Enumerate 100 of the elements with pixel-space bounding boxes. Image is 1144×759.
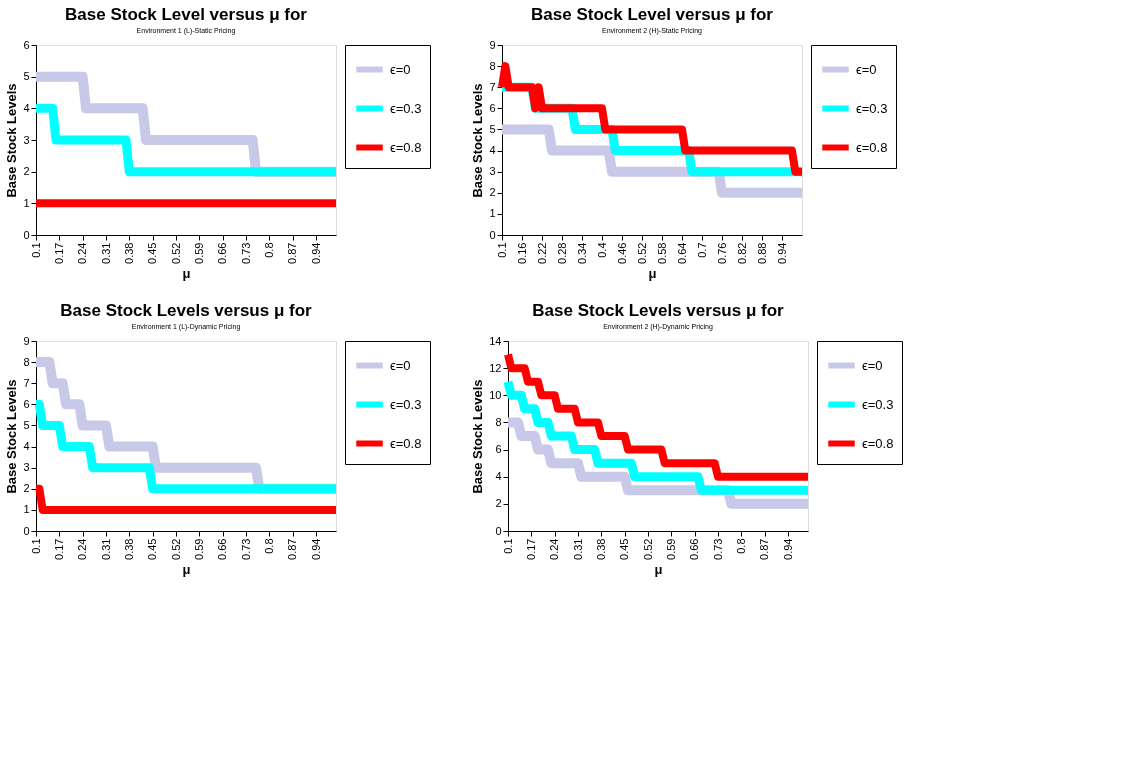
x-tick-label: 0.66 — [216, 242, 229, 264]
legend-label: ϵ=0 — [390, 357, 411, 373]
x-axis-title: μ — [648, 265, 657, 281]
y-tick-label: 4 — [23, 101, 30, 114]
x-tick-label: 0.94 — [781, 538, 794, 560]
y-tick-label: 0 — [489, 228, 496, 241]
x-tick-label: 0.94 — [309, 538, 322, 560]
x-tick-label: 0.82 — [735, 242, 748, 264]
y-tick-label: 6 — [23, 397, 30, 410]
legend-label: ϵ=0.3 — [862, 396, 894, 412]
y-tick-label: 12 — [489, 361, 502, 374]
x-tick-label: 0.45 — [146, 538, 159, 560]
x-tick-label: 0.38 — [122, 538, 135, 560]
x-tick-label: 0.87 — [286, 538, 299, 560]
y-tick-label: 3 — [23, 461, 30, 474]
chart-title: Base Stock Levels versus μ for — [60, 301, 313, 320]
x-tick-label: 0.8 — [734, 538, 747, 554]
x-tick-label: 0.31 — [99, 538, 112, 560]
x-tick-label: 0.1 — [29, 242, 42, 258]
x-tick-label: 0.31 — [571, 538, 584, 560]
y-tick-label: 3 — [489, 165, 496, 178]
x-tick-label: 0.17 — [52, 242, 65, 264]
x-tick-label: 0.16 — [515, 242, 528, 264]
chart-title: Base Stock Level versus μ for — [65, 5, 308, 24]
chart-title: Base Stock Levels versus μ for — [532, 301, 785, 320]
x-tick-label: 0.4 — [595, 242, 608, 258]
x-tick-label: 0.45 — [146, 242, 159, 264]
y-tick-label: 7 — [489, 80, 496, 93]
legend-label: ϵ=0.8 — [862, 435, 894, 451]
y-tick-label: 3 — [23, 133, 30, 146]
y-tick-label: 5 — [489, 122, 496, 135]
y-tick-label: 2 — [489, 186, 496, 199]
x-tick-label: 0.59 — [192, 242, 205, 264]
y-tick-label: 0 — [23, 228, 30, 241]
x-axis-title: μ — [182, 561, 191, 577]
x-tick-label: 0.52 — [641, 538, 654, 560]
y-tick-label: 2 — [23, 165, 30, 178]
legend-label: ϵ=0.8 — [390, 435, 422, 451]
x-axis-title: μ — [654, 561, 663, 577]
x-tick-label: 0.24 — [76, 538, 89, 560]
y-axis-title: Base Stock Levels — [470, 379, 486, 494]
y-tick-label: 8 — [489, 59, 496, 72]
legend-label: ϵ=0.3 — [390, 396, 422, 412]
x-tick-label: 0.59 — [192, 538, 205, 560]
x-tick-label: 0.76 — [715, 242, 728, 264]
y-tick-label: 7 — [23, 376, 30, 389]
legend-label: ϵ=0 — [862, 357, 883, 373]
x-tick-label: 0.87 — [758, 538, 771, 560]
y-tick-label: 1 — [489, 207, 496, 220]
legend-label: ϵ=0.8 — [856, 139, 888, 155]
y-tick-label: 4 — [495, 470, 502, 483]
legend-label: ϵ=0 — [390, 61, 411, 77]
y-tick-label: 10 — [489, 388, 502, 401]
x-tick-label: 0.8 — [262, 538, 275, 554]
x-tick-label: 0.64 — [675, 242, 688, 264]
x-tick-label: 0.38 — [122, 242, 135, 264]
x-tick-label: 0.31 — [99, 242, 112, 264]
x-tick-label: 0.1 — [29, 538, 42, 554]
y-tick-label: 14 — [489, 334, 502, 347]
y-tick-label: 4 — [489, 144, 496, 157]
y-axis-title: Base Stock Levels — [470, 83, 486, 198]
legend-label: ϵ=0.3 — [856, 100, 888, 116]
y-axis-title: Base Stock Levels — [4, 83, 20, 198]
y-tick-label: 0 — [495, 524, 502, 537]
y-tick-label: 6 — [23, 38, 30, 51]
x-tick-label: 0.59 — [664, 538, 677, 560]
x-tick-label: 0.1 — [501, 538, 514, 554]
y-tick-label: 1 — [23, 196, 30, 209]
y-tick-label: 2 — [23, 482, 30, 495]
y-tick-label: 8 — [495, 415, 502, 428]
legend-label: ϵ=0.8 — [390, 139, 422, 155]
y-tick-label: 2 — [495, 497, 502, 510]
x-tick-label: 0.73 — [239, 242, 252, 264]
legend-label: ϵ=0 — [856, 61, 877, 77]
x-tick-label: 0.22 — [535, 242, 548, 264]
y-tick-label: 5 — [23, 418, 30, 431]
x-tick-label: 0.34 — [575, 242, 588, 264]
x-tick-label: 0.24 — [76, 242, 89, 264]
chart-title: Base Stock Level versus μ for — [531, 5, 774, 24]
y-tick-label: 0 — [23, 524, 30, 537]
y-tick-label: 9 — [23, 334, 30, 347]
x-tick-label: 0.66 — [216, 538, 229, 560]
x-tick-label: 0.73 — [711, 538, 724, 560]
x-tick-label: 0.52 — [635, 242, 648, 264]
x-tick-label: 0.46 — [615, 242, 628, 264]
legend-label: ϵ=0.3 — [390, 100, 422, 116]
x-tick-label: 0.73 — [239, 538, 252, 560]
x-tick-label: 0.45 — [618, 538, 631, 560]
x-tick-label: 0.17 — [52, 538, 65, 560]
y-tick-label: 9 — [489, 38, 496, 51]
x-tick-label: 0.1 — [495, 242, 508, 258]
x-tick-label: 0.58 — [655, 242, 668, 264]
x-tick-label: 0.66 — [688, 538, 701, 560]
y-tick-label: 6 — [489, 101, 496, 114]
y-tick-label: 6 — [495, 443, 502, 456]
x-tick-label: 0.94 — [775, 242, 788, 264]
y-axis-title: Base Stock Levels — [4, 379, 20, 494]
y-tick-label: 4 — [23, 440, 30, 453]
x-tick-label: 0.17 — [524, 538, 537, 560]
x-tick-label: 0.8 — [262, 242, 275, 258]
